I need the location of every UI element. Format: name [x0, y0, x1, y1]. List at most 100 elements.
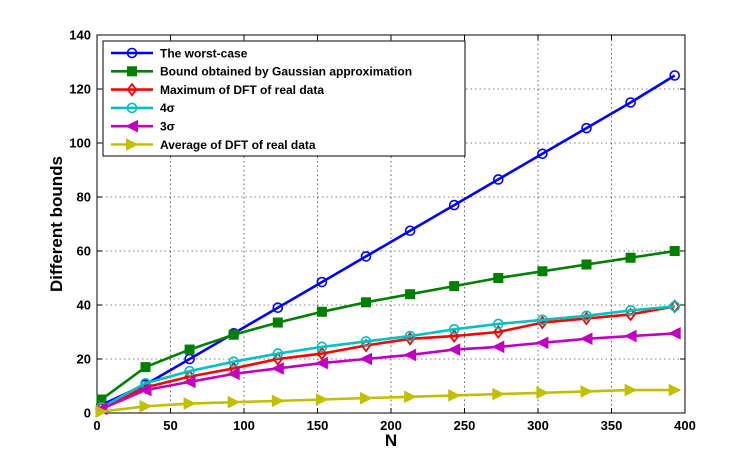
series-5 [95, 383, 682, 418]
series-1 [96, 246, 680, 405]
data-point [535, 336, 549, 350]
data-point [227, 395, 241, 409]
x-tick-label: 250 [454, 418, 476, 433]
data-point [404, 390, 417, 404]
data-point [537, 148, 548, 160]
data-point [182, 375, 196, 389]
y-tick-label: 140 [69, 28, 91, 43]
data-point [668, 327, 681, 340]
legend-label: 3σ [160, 120, 175, 134]
x-axis-label: N [385, 431, 397, 450]
data-point [271, 394, 285, 408]
y-tick-label: 40 [77, 298, 91, 313]
data-point [315, 356, 328, 370]
data-point [669, 246, 680, 256]
data-point [669, 301, 681, 312]
data-point [536, 386, 550, 400]
data-point [404, 330, 416, 342]
legend-entry: 3σ [111, 120, 175, 134]
legend-entry: 4σ [111, 101, 175, 115]
x-tick-label: 50 [163, 418, 177, 433]
series-line [100, 332, 675, 411]
data-point [272, 348, 284, 359]
data-point [669, 299, 681, 314]
x-tick-label: 400 [674, 418, 696, 433]
legend-entry: Bound obtained by Gaussian approximation [111, 65, 412, 79]
data-point [184, 344, 195, 355]
legend: The worst-case Bound obtained by Gaussian… [102, 40, 466, 157]
x-tick-label: 0 [93, 418, 100, 433]
legend-marker [125, 119, 138, 133]
data-point [449, 281, 460, 292]
data-point [361, 297, 372, 308]
legend-box [102, 40, 466, 157]
data-point [316, 276, 328, 288]
series-4 [94, 327, 681, 416]
data-point [493, 273, 504, 283]
y-tick-label: 20 [77, 352, 91, 367]
series-line [100, 249, 675, 401]
data-point [272, 302, 284, 314]
data-point [537, 266, 548, 277]
y-tick-label: 60 [77, 244, 91, 259]
x-tick-label: 350 [601, 418, 623, 433]
data-point [491, 340, 505, 354]
axis-ticks: 0 50 100 150 200 250 300 350 400 0 20 40 60 80 100 120 1… [69, 28, 696, 434]
x-tick-label: 200 [380, 418, 402, 433]
data-point [493, 318, 504, 330]
data-point [183, 397, 197, 410]
data-point [537, 314, 548, 326]
data-point [579, 332, 593, 346]
legend-entry: Average of DFT of real data [111, 138, 316, 152]
data-point [316, 346, 328, 361]
data-point [405, 289, 416, 300]
x-tick-label: 150 [307, 418, 329, 433]
data-point [581, 310, 592, 322]
legend-label: Average of DFT of real data [160, 138, 316, 152]
data-point [581, 122, 592, 134]
data-point [492, 387, 505, 401]
data-point [403, 348, 417, 362]
data-point [139, 399, 153, 413]
data-point [271, 362, 284, 375]
data-point [360, 336, 372, 347]
data-point [623, 329, 637, 343]
y-tick-label: 100 [69, 136, 91, 151]
data-point [95, 405, 109, 418]
data-point [360, 338, 372, 353]
data-point [316, 306, 327, 317]
series-line [100, 305, 675, 409]
data-point [359, 352, 373, 366]
legend-marker [126, 102, 138, 114]
data-point [404, 225, 416, 237]
data-point [96, 394, 107, 405]
data-point [184, 365, 195, 377]
legend-marker [126, 82, 138, 97]
data-point [447, 343, 461, 356]
data-point [669, 70, 681, 81]
legend-entry: Maximum of DFT of real data [111, 82, 324, 97]
series-3 [96, 301, 681, 413]
data-point [625, 307, 636, 322]
y-tick-label: 0 [84, 406, 91, 421]
data-point [448, 329, 460, 344]
data-point [315, 393, 329, 406]
data-point [624, 383, 638, 397]
y-tick-label: 80 [77, 190, 91, 205]
data-point [360, 391, 373, 405]
legend-label: The worst-case [160, 46, 248, 60]
data-point [625, 305, 636, 316]
legend-marker [127, 66, 137, 77]
y-tick-label: 120 [69, 82, 91, 97]
data-point [228, 329, 239, 340]
data-point [140, 362, 151, 373]
data-point [493, 174, 504, 185]
legend-label: Maximum of DFT of real data [160, 83, 324, 97]
legend-label: Bound obtained by Gaussian approximation [160, 65, 412, 79]
data-point [227, 367, 240, 381]
legend-label: 4σ [160, 101, 175, 115]
data-point [668, 383, 682, 397]
data-point [272, 317, 283, 328]
series-group [94, 70, 682, 418]
series-line [100, 305, 675, 409]
